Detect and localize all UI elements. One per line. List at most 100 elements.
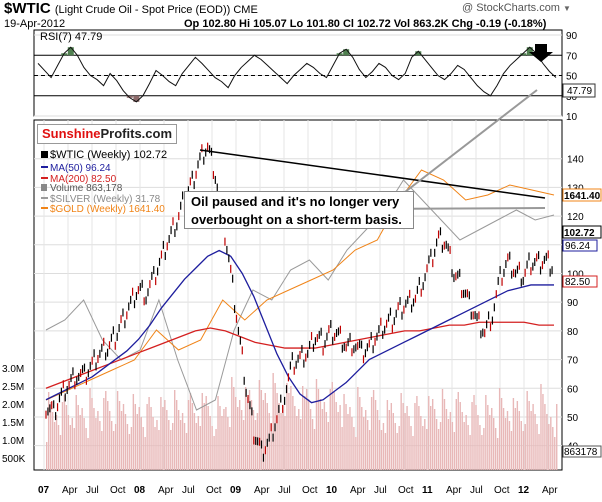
volume-bar: [300, 419, 302, 470]
x-tick-label: Oct: [110, 485, 126, 496]
volume-bar: [451, 422, 454, 470]
legend-silver: $SILVER (Weekly) 31.78: [50, 194, 161, 205]
volume-tick-label: 500K: [2, 454, 26, 465]
volume-bar: [246, 397, 249, 470]
x-tick-label: 08: [134, 485, 146, 496]
volume-bar: [174, 390, 176, 470]
volume-bar: [124, 414, 127, 470]
ma200-value: 82.50: [565, 277, 590, 288]
price-tick-label: 90: [567, 298, 579, 309]
volume-bar: [227, 417, 229, 470]
legend-price-swatch: [41, 151, 48, 158]
volume-bar: [496, 438, 499, 470]
volume-bar: [522, 431, 524, 470]
volume-bar: [439, 422, 442, 470]
volume-bar: [61, 402, 64, 470]
volume-bar: [284, 416, 286, 470]
volume-bar: [77, 405, 79, 470]
volume-bar: [231, 377, 233, 470]
volume-bar: [201, 393, 203, 470]
volume-bar: [493, 418, 495, 470]
volume-bar: [319, 399, 322, 470]
copyright[interactable]: @ StockCharts.com ▼: [462, 2, 571, 14]
ma50-value-tag: [562, 239, 598, 252]
x-tick-label: 12: [518, 485, 530, 496]
volume-bar: [278, 403, 280, 470]
volume-bar: [408, 416, 410, 470]
volume-bar: [229, 427, 231, 470]
volume-bar: [382, 423, 385, 470]
x-tick-label: Oct: [494, 485, 510, 496]
volume-bar: [449, 412, 452, 470]
volume-bar: [463, 422, 465, 470]
volume-bar: [302, 386, 304, 470]
rsi-overbought-fill: [67, 47, 74, 56]
volume-bar: [315, 379, 318, 470]
rsi-tick-label: 50: [566, 72, 578, 83]
volume-bar: [552, 427, 554, 470]
volume-bar: [83, 418, 85, 470]
volume-bar: [132, 394, 135, 470]
volume-bar: [187, 400, 190, 470]
volume-bar: [59, 435, 62, 470]
volume-bar: [453, 432, 456, 470]
symbol: $WTIC: [4, 0, 51, 17]
volume-bar: [404, 413, 406, 470]
volume-bar: [223, 409, 225, 470]
volume-bar: [355, 437, 357, 470]
volume-bar: [79, 415, 81, 470]
volume-bar: [323, 402, 326, 470]
volume-bar: [103, 398, 105, 470]
volume-bar: [384, 433, 387, 470]
rsi-oversold-fill: [133, 95, 140, 102]
volume-bar: [339, 405, 341, 470]
volume-bar: [81, 408, 83, 470]
volume-bar: [122, 404, 125, 470]
volume-bar: [372, 390, 375, 470]
volume-bar: [465, 415, 467, 470]
volume-bar: [215, 429, 217, 470]
volume-bar: [386, 400, 389, 470]
dropdown-icon[interactable]: ▼: [563, 4, 571, 13]
volume-bar: [290, 386, 292, 470]
x-tick-label: 10: [326, 485, 338, 496]
legend-price: $WTIC (Weekly) 102.72: [50, 149, 167, 161]
volume-bar: [235, 397, 237, 470]
volume-bar: [57, 425, 60, 470]
price-tick-label: 140: [567, 155, 584, 166]
volume-bar: [447, 419, 450, 470]
sunshine-profits-logo: SunshineProfits.com: [37, 124, 178, 144]
volume-bar: [514, 408, 517, 470]
volume-bar: [134, 404, 137, 470]
volume-bar: [158, 430, 160, 470]
chart-title: $WTIC (Light Crude Oil - Spot Price (EOD…: [4, 0, 258, 17]
rsi-overbought-fill: [415, 51, 422, 56]
volume-bar: [475, 405, 477, 470]
x-tick-label: Jul: [86, 485, 99, 496]
volume-bar: [47, 392, 50, 470]
volume-bar: [461, 412, 463, 470]
legend-volume-swatch: [41, 184, 47, 191]
volume-bar: [183, 423, 186, 470]
volume-tick-label: 3.0M: [2, 364, 24, 375]
volume-bar: [91, 398, 93, 470]
volume-bar: [46, 442, 48, 470]
volume-bar: [327, 422, 329, 470]
volume-bar: [148, 397, 150, 470]
volume-bar: [374, 400, 377, 470]
volume-bar: [412, 436, 414, 470]
x-tick-label: Apr: [254, 485, 270, 496]
volume-bar: [335, 402, 337, 470]
volume-bar: [73, 428, 75, 470]
ohlc-readout: Op 102.80 Hi 105.07 Lo 101.80 Cl 102.72 …: [184, 18, 547, 30]
volume-bar: [49, 402, 52, 470]
volume-bar: [540, 384, 542, 470]
volume-bar: [164, 400, 166, 470]
volume-bar: [554, 437, 556, 470]
volume-bar: [349, 407, 351, 470]
volume-bar: [380, 430, 383, 470]
x-tick-label: Apr: [158, 485, 174, 496]
x-tick-label: Jul: [374, 485, 387, 496]
volume-bar: [506, 411, 509, 470]
volume-bar: [130, 427, 133, 470]
